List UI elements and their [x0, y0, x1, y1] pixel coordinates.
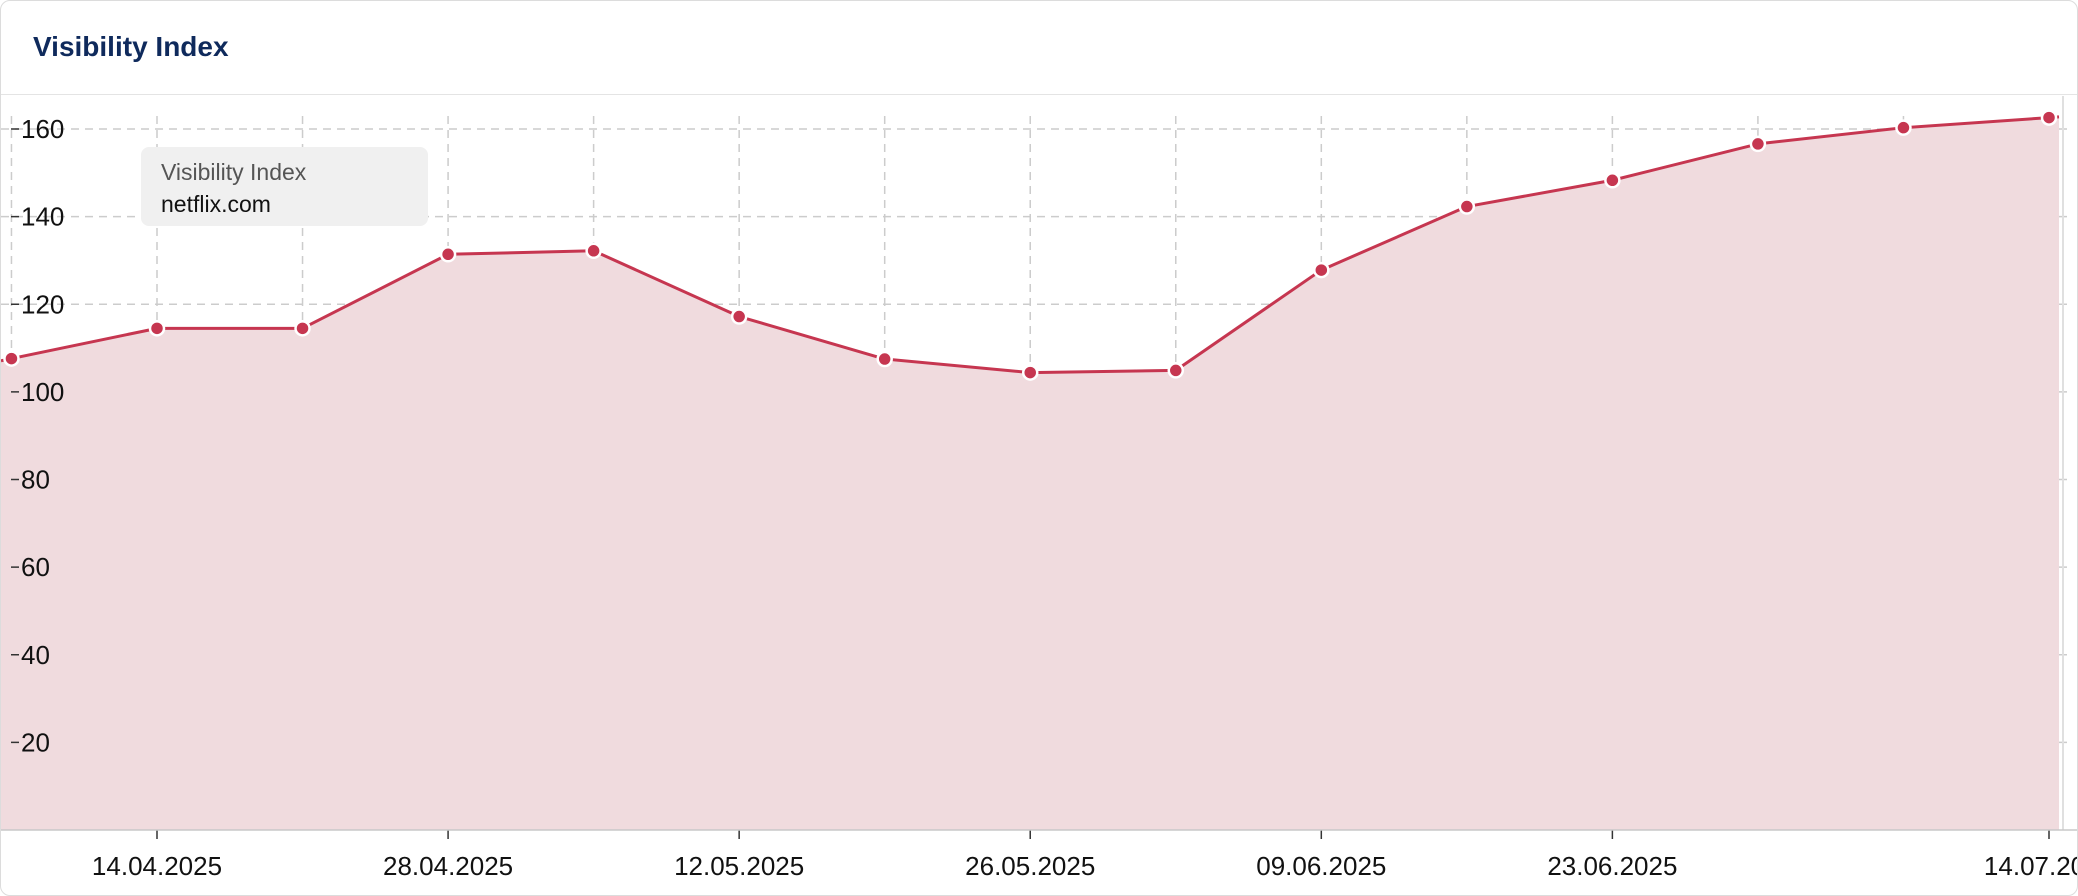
- x-tick-label-2: 12.05.2025: [674, 851, 804, 881]
- data-point-12: [1749, 135, 1767, 153]
- data-point-2: [294, 320, 311, 337]
- y-tick-label-120: 120: [21, 289, 64, 319]
- x-tick-label-3: 26.05.2025: [965, 851, 1095, 881]
- data-point-13: [1895, 119, 1912, 136]
- data-point-11: [1604, 172, 1621, 189]
- y-tick-label-140: 140: [21, 202, 64, 232]
- legend-series-label: netflix.com: [161, 191, 271, 217]
- data-point-0: [3, 350, 20, 367]
- tick-labels: 20 40 60 80 100 120 140 160 14.04.2025 28.04.2025…: [21, 114, 2077, 881]
- card-header: Visibility Index: [1, 1, 2077, 95]
- y-tick-label-40: 40: [21, 640, 50, 670]
- data-point-1: [148, 320, 166, 337]
- y-tick-label-100: 100: [21, 377, 64, 407]
- x-tick-label-0: 14.04.2025: [92, 851, 222, 881]
- data-point-3: [439, 246, 457, 263]
- y-tick-label-60: 60: [21, 552, 50, 582]
- data-point-6: [876, 350, 893, 368]
- x-tick-label-5: 23.06.2025: [1547, 851, 1677, 881]
- series-area: [1, 116, 2059, 830]
- data-point-14: [2040, 109, 2058, 126]
- y-tick-label-160: 160: [21, 114, 64, 144]
- area-fill: [1, 116, 2059, 830]
- data-points: [3, 109, 2058, 381]
- x-tick-label-4: 09.06.2025: [1256, 851, 1386, 881]
- data-point-8: [1167, 362, 1185, 379]
- x-tick-label-1: 28.04.2025: [383, 851, 513, 881]
- legend-tooltip: Visibility Index netflix.com: [141, 147, 428, 226]
- data-point-10: [1458, 198, 1476, 215]
- y-tick-label-20: 20: [21, 727, 50, 757]
- data-point-5: [730, 308, 748, 325]
- data-point-7: [1021, 364, 1039, 381]
- data-point-4: [585, 242, 602, 260]
- data-point-9: [1313, 261, 1330, 279]
- chart-title: Visibility Index: [33, 31, 229, 62]
- axes: [1, 96, 2077, 839]
- x-tick-label-6: 14.07.2025: [1984, 851, 2077, 881]
- y-tick-label-80: 80: [21, 465, 50, 495]
- legend-title: Visibility Index: [161, 159, 307, 185]
